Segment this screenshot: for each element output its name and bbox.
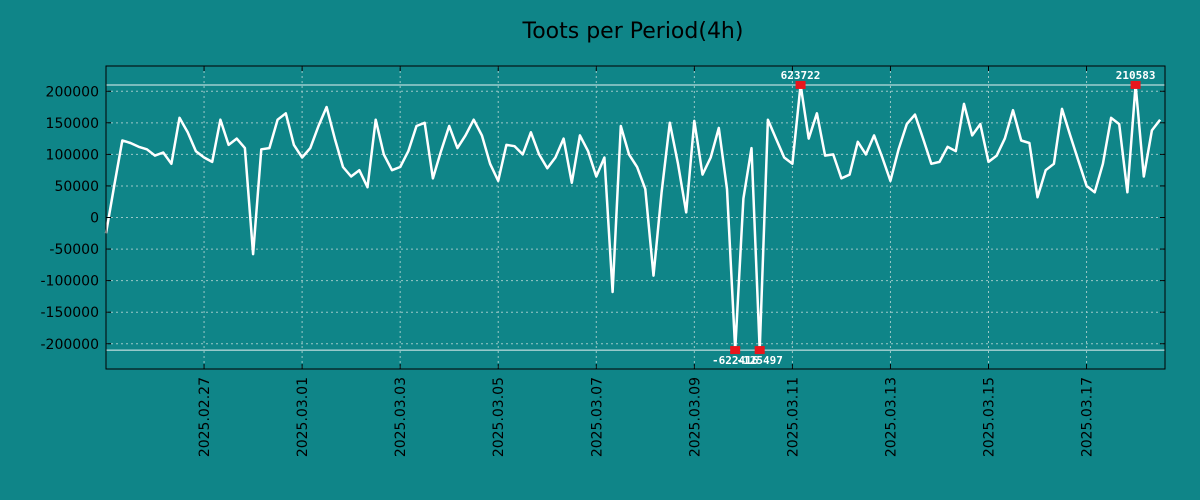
y-tick-label: 150000 [46,116,99,132]
peak-marker [730,346,741,355]
x-tick-label: 2025.03.13 [883,377,899,457]
y-tick-label: 100000 [46,147,99,163]
plot-frame [105,65,1166,370]
peak-annotation: -622416 [712,354,759,367]
peak-annotation: 623722 [781,69,821,82]
x-tick-label: 2025.03.17 [1080,377,1096,457]
series-line [104,83,1162,352]
y-tick-label: 0 [90,211,99,227]
peak-annotation: 210583 [1116,69,1156,82]
peak-marker [795,80,806,89]
marker-layer [730,80,1141,355]
x-tick-label: 2025.03.11 [785,377,801,457]
annotation-layer: -622416-125497 623722 210583 [712,69,1155,367]
y-tick-label: -100000 [41,274,100,290]
x-tick-label: 2025.03.05 [491,377,507,457]
y-tick-label: -200000 [41,337,100,353]
y-tick-label: -50000 [49,242,99,258]
y-tick-label: 50000 [54,179,99,195]
x-tick-label: 2025.03.09 [687,377,703,457]
x-tick-label: 2025.02.27 [197,377,213,457]
y-tick-label: 200000 [46,84,99,100]
peak-marker [754,346,765,355]
peak-marker [1130,80,1141,89]
axis-layer: -200000 -150000 -100000 -50000 0 50000 100000 1… [41,66,1165,457]
peak-annotation: -125497 [737,354,783,367]
x-tick-label: 2025.03.15 [982,377,998,457]
limit-lines [106,84,1165,351]
y-tick-label: -150000 [41,305,100,321]
x-tick-label: 2025.03.01 [295,377,311,457]
x-tick-label: 2025.03.07 [589,377,605,457]
x-tick-label: 2025.03.03 [393,377,409,457]
chart-title: Toots per Period(4h) [522,19,744,44]
grid-layer [106,66,1165,369]
series-layer [104,83,1162,352]
